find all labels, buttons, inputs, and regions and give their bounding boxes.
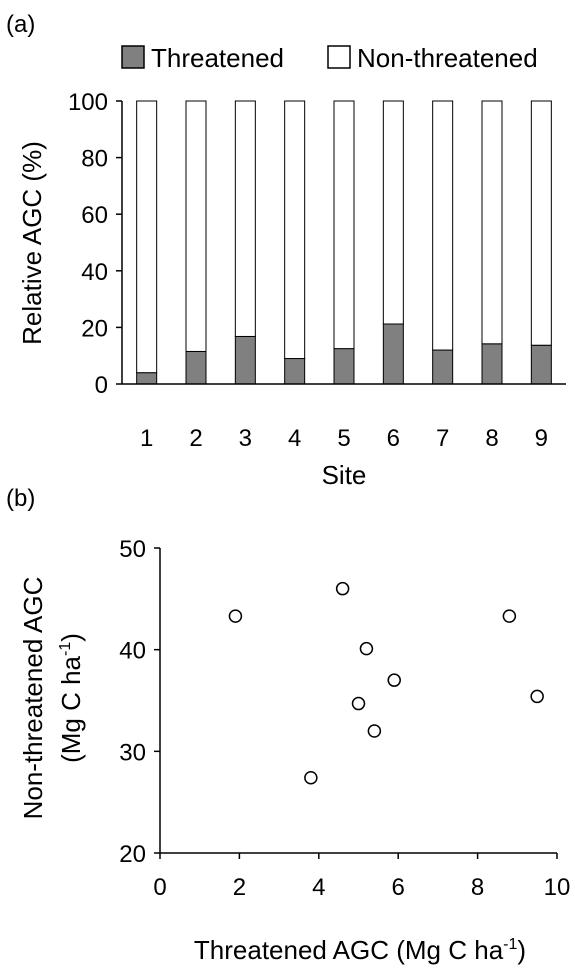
scatter-point-2 — [304, 771, 318, 785]
bar-threatened-site-4 — [284, 358, 306, 385]
x-tick-label: 0 — [153, 874, 166, 901]
bars-a — [136, 100, 552, 385]
x-ticks-a: 1 2 3 4 5 6 7 8 9 — [140, 425, 548, 452]
x-ticks-b: 0 2 4 6 8 10 — [153, 853, 570, 901]
y-tick-label: 40 — [119, 638, 146, 665]
bar-non-threatened-site-7 — [432, 100, 454, 351]
bar-non-threatened-site-3 — [234, 100, 256, 337]
scatter-point-1 — [228, 609, 243, 623]
scatter-point-4 — [351, 696, 366, 711]
x-tick-label: 7 — [436, 425, 449, 452]
y-tick-label: 100 — [68, 89, 108, 116]
x-tick-label: 4 — [288, 425, 301, 452]
x-axis-label-b: Threatened AGC (Mg C ha-1) — [194, 935, 526, 965]
bar-threatened-site-5 — [333, 348, 355, 385]
bar-non-threatened-site-2 — [185, 100, 207, 352]
panel-b-label: (b) — [6, 485, 35, 512]
x-tick-label: 8 — [471, 874, 484, 901]
x-tick-label: 2 — [189, 425, 202, 452]
y-tick-label: 20 — [81, 315, 108, 342]
bar-non-threatened-site-1 — [136, 100, 158, 374]
bar-non-threatened-site-9 — [530, 100, 552, 346]
bar-threatened-site-2 — [185, 350, 207, 385]
x-tick-label: 5 — [337, 425, 350, 452]
y-tick-label: 40 — [81, 259, 108, 286]
scatter-point-5 — [359, 641, 374, 656]
scatter-point-9 — [530, 689, 544, 704]
bar-threatened-site-1 — [136, 372, 158, 385]
y-tick-label: 20 — [119, 841, 146, 868]
scatter-point-7 — [387, 673, 401, 687]
y-tick-label: 0 — [95, 372, 108, 399]
y-tick-label: 80 — [81, 146, 108, 173]
bar-threatened-site-9 — [530, 344, 552, 385]
x-tick-label: 4 — [312, 874, 325, 901]
y-tick-label: 50 — [119, 536, 146, 563]
bar-non-threatened-site-8 — [481, 100, 503, 345]
x-tick-label: 6 — [387, 425, 400, 452]
panel-a-label: (a) — [6, 11, 35, 38]
y-ticks-b: 20 30 40 50 — [119, 536, 160, 868]
legend-a: Threatened Non-threatened — [121, 43, 538, 73]
x-tick-label: 1 — [140, 425, 153, 452]
legend-swatch-non-threatened — [327, 45, 351, 69]
bar-threatened-site-7 — [432, 349, 454, 385]
x-tick-label: 10 — [544, 874, 571, 901]
scatter-point-3 — [335, 581, 350, 596]
x-axis-label-a: Site — [322, 460, 367, 490]
x-tick-label: 9 — [535, 425, 548, 452]
bar-non-threatened-site-4 — [284, 100, 306, 360]
panel-b: (b) Non-threatened AGC (Mg C ha-1) Threa… — [6, 485, 570, 965]
x-tick-label: 6 — [392, 874, 405, 901]
bar-non-threatened-site-5 — [333, 100, 355, 350]
bar-non-threatened-site-6 — [382, 100, 404, 325]
bar-threatened-site-8 — [481, 343, 503, 385]
scatter-point-6 — [367, 724, 382, 738]
bar-threatened-site-6 — [382, 323, 404, 385]
legend-label-threatened: Threatened — [151, 43, 284, 73]
panel-a: (a) Threatened Non-threatened Relative A… — [6, 11, 566, 490]
bar-threatened-site-3 — [234, 335, 256, 385]
y-tick-label: 60 — [81, 202, 108, 229]
y-axis-label-a: Relative AGC (%) — [17, 141, 47, 345]
points-b — [228, 581, 544, 785]
x-tick-label: 8 — [485, 425, 498, 452]
y-axis-label-b-line1: Non-threatened AGC — [18, 577, 48, 820]
scatter-point-8 — [502, 609, 517, 623]
legend-swatch-threatened — [121, 45, 145, 69]
y-tick-label: 30 — [119, 739, 146, 766]
x-tick-label: 2 — [233, 874, 246, 901]
x-tick-label: 3 — [239, 425, 252, 452]
legend-label-non-threatened: Non-threatened — [357, 43, 538, 73]
y-ticks-a: 0 20 40 60 80 100 — [68, 89, 122, 399]
y-axis-label-b-line2: (Mg C ha-1) — [56, 633, 86, 763]
